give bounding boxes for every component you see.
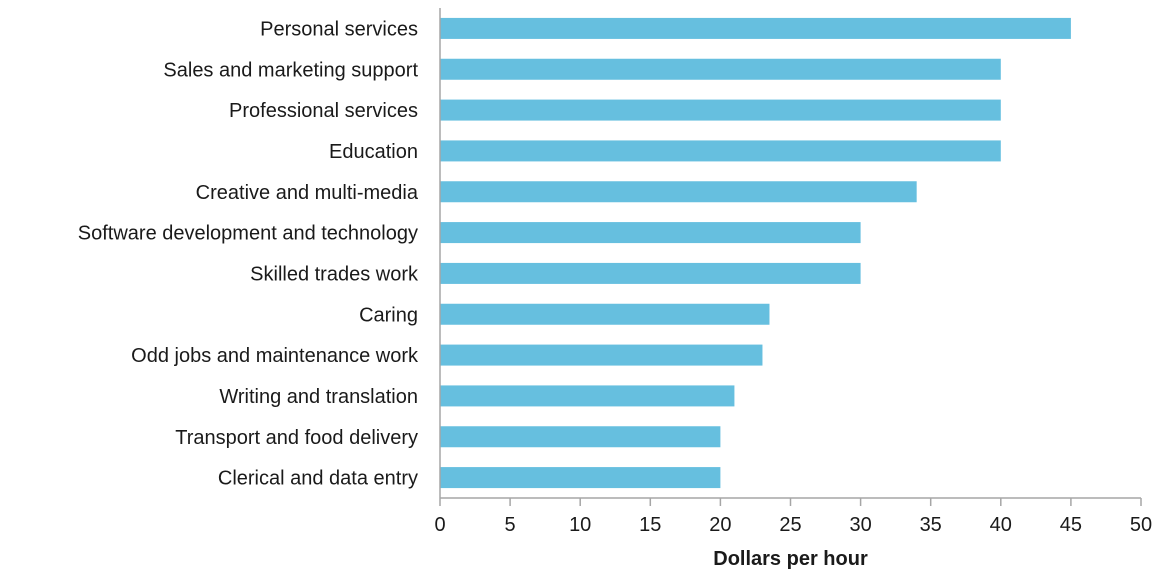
category-label: Education: [329, 141, 418, 163]
category-label: Personal services: [260, 18, 418, 40]
x-tick-label: 50: [1130, 514, 1152, 536]
category-label: Creative and multi-media: [196, 182, 419, 204]
x-tick-label: 0: [434, 514, 445, 536]
category-labels: Personal services Sales and marketing sup…: [78, 18, 419, 489]
bar: [440, 385, 735, 407]
x-tick-label: 20: [709, 514, 731, 536]
x-tick-label: 30: [849, 514, 871, 536]
category-label: Skilled trades work: [250, 263, 419, 285]
category-label: Caring: [359, 304, 418, 326]
x-tick-label: 15: [639, 514, 661, 536]
category-label: Software development and technology: [78, 223, 418, 245]
x-axis-title: Dollars per hour: [713, 548, 868, 570]
x-tick-label: 5: [505, 514, 516, 536]
x-tick-label: 35: [920, 514, 942, 536]
x-tick-label: 25: [779, 514, 801, 536]
bar: [440, 99, 1001, 121]
category-label: Writing and translation: [219, 386, 418, 408]
bar: [440, 181, 917, 203]
bar: [440, 303, 770, 325]
category-label: Clerical and data entry: [218, 468, 418, 490]
x-tick-label: 40: [990, 514, 1012, 536]
x-tick-label: 45: [1060, 514, 1082, 536]
category-label: Odd jobs and maintenance work: [131, 345, 419, 367]
bar: [440, 140, 1001, 162]
bar: [440, 344, 763, 366]
x-axis-ticks: 0 5 10 15 20 25 30 35 40 45 50: [434, 498, 1152, 536]
category-label: Professional services: [229, 100, 418, 122]
category-label: Sales and marketing support: [163, 59, 418, 81]
bar: [440, 426, 721, 448]
bar: [440, 467, 721, 489]
category-label: Transport and food delivery: [175, 427, 418, 449]
bars-group: [440, 17, 1071, 489]
bar: [440, 58, 1001, 80]
bar: [440, 17, 1071, 39]
x-tick-label: 10: [569, 514, 591, 536]
bar: [440, 262, 861, 284]
bar: [440, 222, 861, 244]
